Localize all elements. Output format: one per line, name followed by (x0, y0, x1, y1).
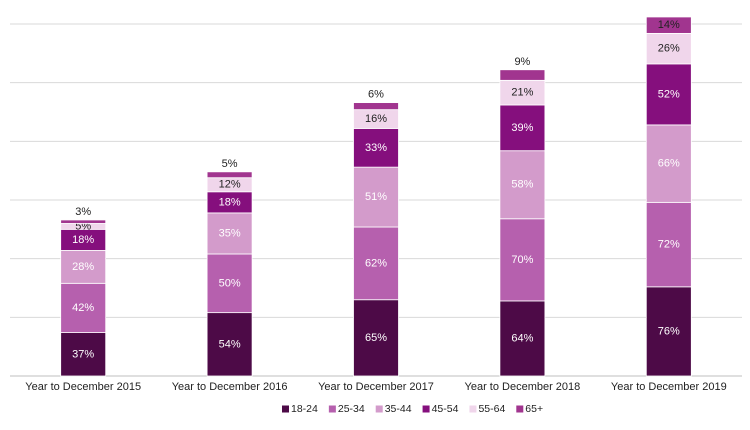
bar-segment (60, 282, 107, 333)
data-label: 50% (219, 277, 241, 289)
data-label: 35% (219, 227, 241, 239)
legend-item: 45-54 (422, 403, 459, 415)
bar-segment (499, 150, 546, 220)
bar-segment (206, 171, 253, 179)
legend-item: 25-34 (328, 403, 365, 415)
data-label: 12% (219, 179, 241, 191)
data-label: 18% (219, 196, 241, 208)
x-tick-label: Year to December 2015 (25, 381, 141, 393)
x-tick-label: Year to December 2019 (611, 381, 727, 393)
legend-label: 25-34 (338, 403, 365, 415)
data-label: 62% (365, 257, 387, 269)
bar-stack: 76% 72% 66% 52% 26% 14% (645, 16, 692, 377)
bar-segment (645, 201, 692, 288)
x-tick-label: Year to December 2016 (172, 381, 288, 393)
legend-label: 45-54 (432, 403, 459, 415)
data-label: 18% (72, 234, 94, 246)
legend-label: 55-64 (478, 403, 505, 415)
bar-stack: 64% 70% 58% 39% 21% 9% (499, 56, 546, 377)
bar-segment (645, 32, 692, 65)
data-label: 14% (658, 19, 680, 31)
data-label: 42% (72, 302, 94, 314)
bar-segment (353, 102, 399, 111)
legend-swatch (375, 405, 383, 413)
bar-stack: 37%42%28%18%5%3% (60, 206, 107, 377)
bar-segment (645, 16, 692, 34)
bar-segment (353, 226, 399, 301)
legend-item: 55-64 (469, 403, 505, 415)
legend: 18-24 25-34 35-44 45-54 55-64 65+ (282, 403, 543, 415)
bar-segment (499, 104, 546, 152)
x-tick-label: Year to December 2018 (465, 381, 581, 393)
data-label: 70% (511, 254, 533, 266)
bar-segment (206, 253, 253, 314)
data-label: 5% (222, 158, 238, 170)
legend-label: 35-44 (385, 403, 412, 415)
bar-segment (206, 312, 253, 377)
data-label: 51% (365, 191, 387, 203)
legend-swatch (328, 405, 336, 413)
data-label: 16% (365, 113, 387, 125)
bar-segment (645, 63, 692, 126)
data-label: 76% (658, 325, 680, 337)
data-label: 52% (658, 88, 680, 100)
bar-segment (645, 286, 692, 377)
legend-swatch (516, 405, 524, 413)
bar-segment (645, 124, 692, 203)
data-label: 58% (511, 179, 533, 191)
bar-stacks: 37% 42% 28% 18% 5% 3% 54% 50% 35% 18% 12% 5% 65% 62% 5… (60, 16, 692, 377)
bar-segment (60, 332, 107, 377)
data-label: 39% (511, 122, 533, 134)
data-label: 33% (365, 142, 387, 154)
data-label: 65% (365, 332, 387, 344)
legend-swatch (282, 405, 289, 413)
legend-label: 65+ (525, 403, 543, 415)
data-label: 72% (658, 239, 680, 251)
bar-stack: 65% 62% 51% 33% 16% 6% (353, 89, 399, 377)
data-label: 66% (658, 158, 680, 170)
x-axis-tick-labels: Year to December 2015 Year to December 20… (25, 381, 726, 393)
data-label: 21% (511, 87, 533, 99)
bar-segment (499, 218, 546, 302)
legend-swatch (469, 405, 477, 413)
bar-segment (499, 79, 546, 106)
data-label: 64% (511, 332, 533, 344)
bar-segment (499, 69, 546, 81)
data-label: 54% (219, 338, 241, 350)
bar-segment (60, 250, 107, 284)
data-label: 9% (514, 56, 530, 68)
data-label: 26% (658, 43, 680, 55)
bar-stack: 54% 50% 35% 18% 12% 5% (206, 158, 253, 377)
bar-segment (353, 166, 399, 228)
legend-item: 35-44 (375, 403, 412, 415)
data-label: 6% (368, 89, 384, 101)
data-label: 37% (72, 348, 94, 360)
legend-label: 18-24 (291, 403, 318, 415)
bar-segment (499, 300, 546, 377)
legend-swatch (422, 405, 430, 413)
legend-item: 65+ (516, 403, 543, 415)
x-tick-label: Year to December 2017 (318, 381, 434, 393)
bar-segment (353, 128, 399, 168)
data-label: 28% (72, 261, 94, 273)
legend-item: 18-24 (282, 403, 318, 415)
bar-segment (60, 219, 107, 224)
data-label: 3% (75, 206, 91, 218)
bar-segment (353, 299, 399, 377)
